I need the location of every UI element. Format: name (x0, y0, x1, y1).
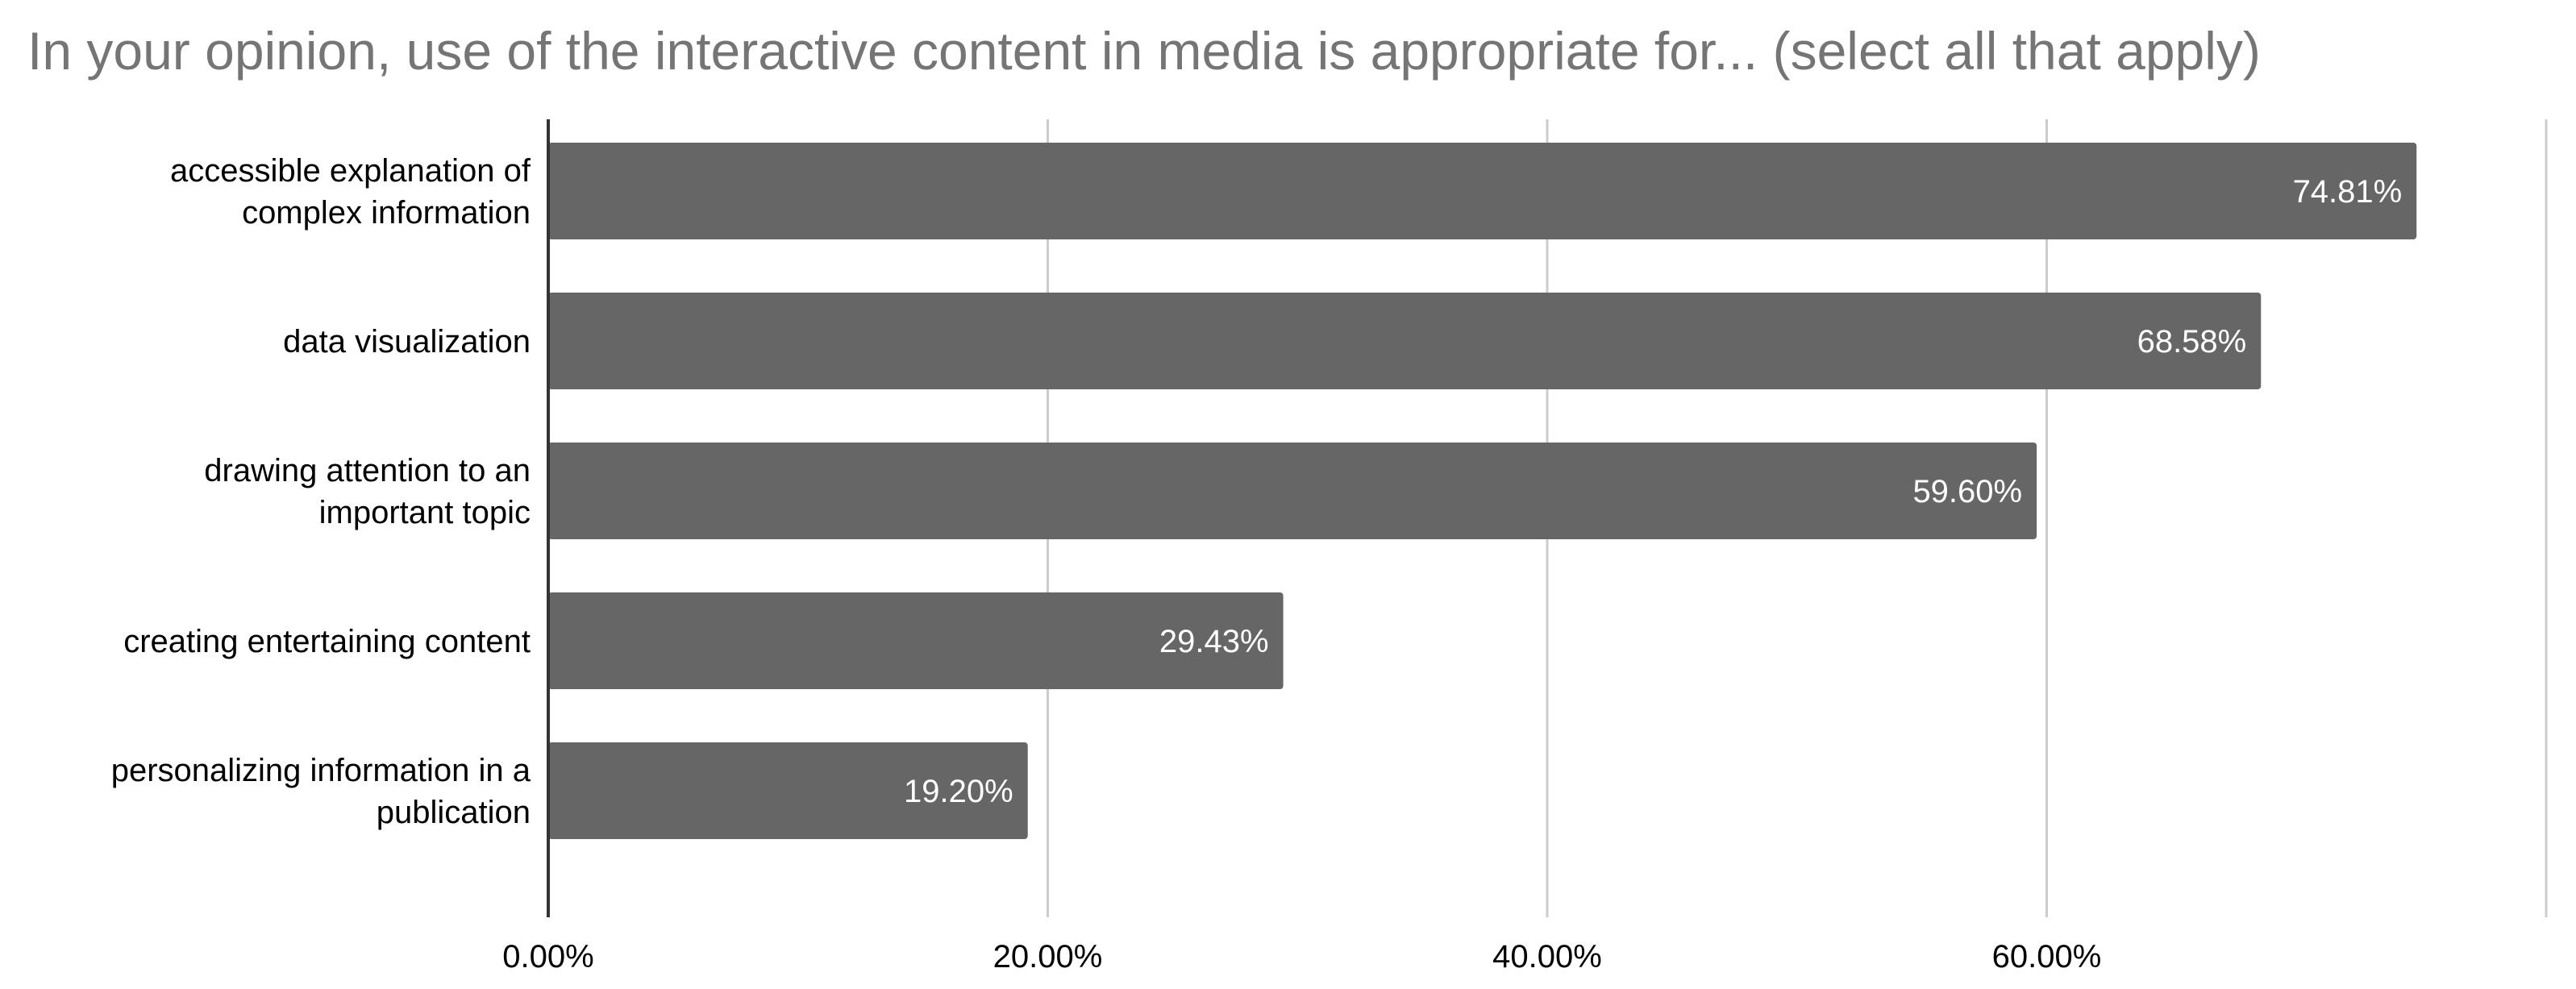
data-label: 74.81% (2293, 174, 2403, 210)
data-label: 68.58% (2137, 324, 2247, 359)
bar (548, 143, 2417, 239)
data-label: 19.20% (904, 774, 1013, 809)
category-label: data visualization (283, 324, 531, 359)
labels: 74.81% accessible explanation of complex i… (111, 153, 2403, 974)
data-label: 29.43% (1159, 624, 1269, 659)
x-tick-label: 0.00% (502, 939, 593, 974)
chart-title: In your opinion, use of the interactive … (27, 21, 2261, 81)
x-tick-label: 20.00% (993, 939, 1103, 974)
bar (548, 443, 2037, 539)
category-label: drawing attention to an important topic (204, 453, 531, 530)
category-label: creating entertaining content (123, 624, 531, 659)
bars (548, 143, 2417, 839)
bar (548, 592, 1284, 689)
data-label: 59.60% (1912, 474, 2022, 509)
bar (548, 293, 2262, 389)
x-tick-label: 60.00% (1992, 939, 2102, 974)
bar (548, 742, 1028, 839)
category-label: personalizing information in a publicatio… (111, 753, 531, 830)
category-label: accessible explanation of complex informa… (170, 153, 531, 231)
x-tick-label: 40.00% (1492, 939, 1602, 974)
